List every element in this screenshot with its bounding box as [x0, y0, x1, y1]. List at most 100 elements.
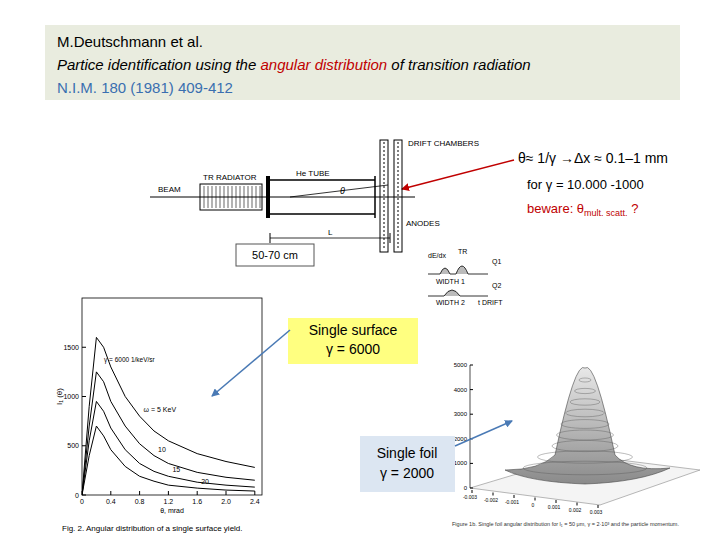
curve	[82, 401, 255, 495]
series-label: 10	[158, 446, 166, 453]
y-tick	[82, 495, 86, 496]
foil	[224, 186, 225, 208]
z-tick-label: 0	[464, 485, 468, 491]
mesh-line	[566, 409, 605, 417]
z-tick	[470, 389, 473, 390]
label: θ	[340, 186, 345, 196]
annotation: γ = 6000 1/keV/sr	[104, 356, 156, 364]
mesh-line	[579, 378, 591, 382]
foil	[216, 186, 217, 208]
x-tick-label: 0.003	[590, 509, 603, 515]
caption: Figure 1b. Single foil angular distribut…	[452, 521, 679, 527]
foil	[248, 186, 249, 208]
foil	[228, 186, 229, 208]
y-tick	[82, 445, 86, 446]
label: WIDTH 1	[436, 278, 465, 285]
callout-box	[360, 436, 455, 492]
foil	[244, 186, 245, 208]
label: ANODES	[406, 219, 440, 228]
slide: M.Deutschmann et al. Partice identificati…	[0, 0, 720, 540]
label: Q2	[492, 282, 501, 290]
x-tick-label: 2.0	[221, 498, 231, 505]
background	[0, 0, 720, 540]
x-tick-label: 0.8	[135, 498, 145, 505]
mesh-line	[561, 420, 609, 429]
x-tick-label: -0.001	[505, 499, 519, 505]
tube-wall	[270, 213, 375, 215]
label: TR	[458, 248, 467, 255]
paper-title: Partice identification using the angular…	[57, 56, 531, 73]
foil	[232, 186, 233, 208]
header-box	[45, 25, 680, 100]
y-tick	[82, 347, 86, 348]
x-tick	[472, 490, 473, 493]
label: BEAM	[158, 185, 181, 194]
foil	[240, 186, 241, 208]
tube-window	[266, 176, 270, 218]
mesh-line	[575, 388, 596, 393]
mesh-line	[523, 461, 647, 475]
arrow	[212, 330, 290, 396]
x-tick-label: -0.003	[463, 494, 477, 500]
x-tick	[139, 491, 140, 495]
signal	[428, 266, 488, 274]
callout-text: Single surface	[309, 322, 398, 338]
distance-box	[236, 244, 314, 266]
title-part: Partice identification using the	[57, 56, 260, 73]
label: He TUBE	[296, 169, 330, 178]
z-tick-label: 1000	[454, 460, 468, 466]
z-tick-label: 5000	[454, 362, 468, 368]
series-label: ω = 5 KeV	[144, 406, 177, 413]
callout-box	[288, 318, 418, 364]
caption: Fig. 2. Angular distribution of a single…	[62, 524, 243, 533]
title-part: of transition radiation	[387, 56, 530, 73]
mesh-line	[552, 440, 618, 451]
annotation-part: ?	[628, 201, 639, 216]
anode	[398, 142, 399, 250]
surface-plot: 010002000300040005000-0.003-0.002-0.0010…	[452, 362, 700, 527]
x-tick-label: -0.002	[484, 497, 498, 503]
dimension-tick	[390, 233, 391, 243]
arrow	[402, 160, 514, 189]
dimension-line	[270, 238, 390, 239]
label: WIDTH 2	[436, 299, 465, 306]
z-tick	[470, 488, 473, 489]
annotation: beware: θmult. scatt. ?	[527, 201, 638, 218]
series-label: 20	[201, 478, 209, 485]
x-tick-label: 0.4	[106, 498, 116, 505]
z-tick	[470, 463, 473, 464]
authors: M.Deutschmann et al.	[57, 33, 203, 50]
foil	[208, 186, 209, 208]
x-tick	[535, 498, 536, 501]
y-tick	[82, 396, 86, 397]
foil	[256, 186, 257, 208]
x-tick	[110, 491, 111, 495]
x-tick	[556, 500, 557, 503]
label: DRIFT CHAMBERS	[408, 139, 479, 148]
z-tick	[470, 414, 473, 415]
callout-text: γ = 2000	[380, 465, 434, 481]
x-axis-label: θ, mrad	[160, 507, 184, 514]
radiator	[200, 184, 262, 210]
y-tick-label: 1000	[63, 393, 79, 400]
foil	[236, 186, 237, 208]
drift-chamber	[394, 140, 402, 252]
label: Q1	[492, 258, 501, 266]
x-tick-label: 0	[532, 502, 535, 508]
peak	[505, 367, 670, 484]
z-tick-label: 3000	[454, 411, 468, 417]
x-tick	[514, 495, 515, 498]
anode	[384, 142, 385, 250]
x-tick-label: 2.4	[250, 498, 260, 505]
label: t DRIFT	[478, 299, 503, 306]
x-tick-label: 0.002	[569, 507, 582, 513]
reference: N.I.M. 180 (1981) 409-412	[57, 79, 233, 96]
x-tick	[197, 491, 198, 495]
annotation: θ≈ 1/γ →Δx ≈ 0.1–1 mm	[518, 150, 668, 166]
setup-diagram: BEAMTR RADIATORHe TUBEθDRIFT CHAMBERSANO…	[150, 139, 503, 306]
title-part: angular distribution	[260, 56, 387, 73]
foil	[260, 186, 261, 208]
foil	[252, 186, 253, 208]
label: dE/dx	[428, 252, 446, 259]
mesh-line	[557, 430, 614, 440]
